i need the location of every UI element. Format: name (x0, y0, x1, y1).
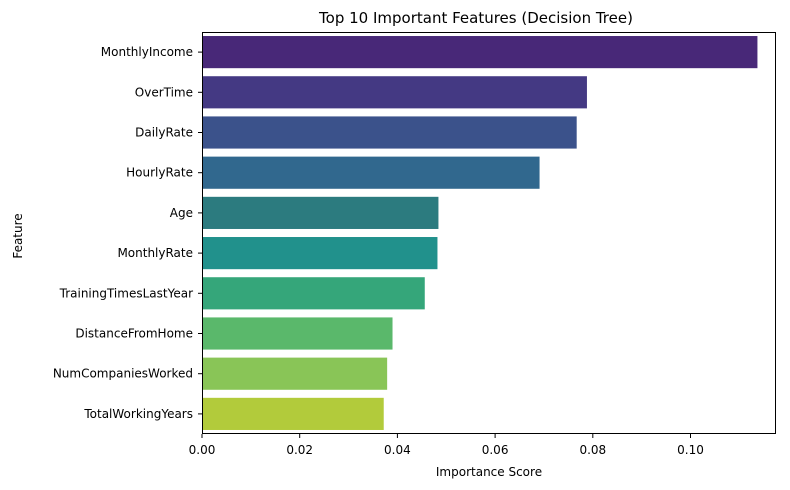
x-tick-label: 0.00 (189, 443, 216, 457)
x-tick-label: 0.02 (286, 443, 313, 457)
y-tick-label: Age (170, 206, 193, 220)
bar-totalworkingyears (202, 397, 384, 430)
x-axis-label: Importance Score (436, 465, 542, 479)
y-tick-label: NumCompaniesWorked (53, 367, 193, 381)
bars-group (202, 36, 758, 430)
bar-overtime (202, 76, 587, 109)
x-ticks-group: 0.00 0.02 0.04 0.06 0.08 0.10 (189, 434, 704, 457)
plot-frame (202, 32, 776, 434)
y-axis-label: Feature (11, 213, 25, 258)
y-tick-label: DailyRate (135, 126, 193, 140)
bar-numcompaniesworked (202, 357, 388, 390)
bar-monthlyrate (202, 237, 438, 270)
y-tick-label: TrainingTimesLastYear (59, 286, 193, 300)
bar-hourlyrate (202, 156, 540, 189)
y-tick-label: TotalWorkingYears (83, 407, 193, 421)
bar-trainingtimeslastyear (202, 277, 425, 310)
x-tick-label: 0.04 (384, 443, 411, 457)
y-tick-label: MonthlyIncome (101, 45, 193, 59)
chart-title: Top 10 Important Features (Decision Tree… (318, 9, 633, 27)
y-tick-label: HourlyRate (126, 166, 193, 180)
y-tick-label: OverTime (135, 85, 193, 99)
y-ticks-group: MonthlyIncome OverTime DailyRate HourlyRate… (53, 45, 202, 421)
y-tick-label: MonthlyRate (117, 246, 193, 260)
bar-monthlyincome (202, 36, 758, 69)
x-tick-label: 0.10 (677, 443, 704, 457)
bar-distancefromhome (202, 317, 393, 350)
bar-dailyrate (202, 116, 577, 149)
y-tick-label: DistanceFromHome (75, 327, 193, 341)
x-tick-label: 0.08 (579, 443, 606, 457)
x-tick-label: 0.06 (482, 443, 509, 457)
bar-age (202, 196, 439, 229)
